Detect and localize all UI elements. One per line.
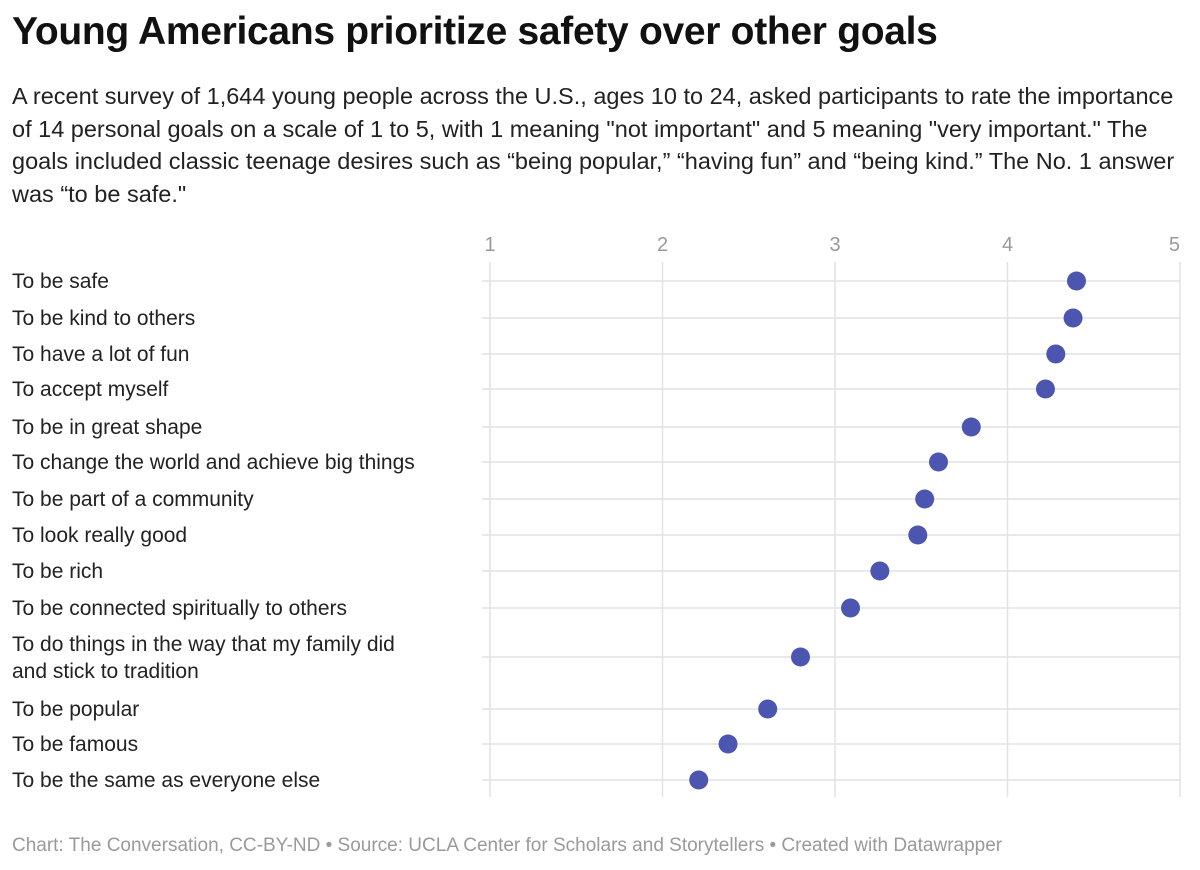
category-label: To be in great shape: [12, 416, 202, 439]
category-label: To be safe: [12, 270, 109, 293]
category-label: To look really good: [12, 524, 187, 547]
data-point: [1063, 308, 1083, 328]
data-point: [689, 770, 709, 790]
chart-title: Young Americans prioritize safety over o…: [12, 10, 938, 53]
category-label: To do things in the way that my family d…: [12, 633, 395, 683]
category-label: To be part of a community: [12, 488, 254, 511]
data-point: [718, 734, 738, 754]
grid-lines: [482, 262, 1181, 797]
x-tick-label: 5: [1169, 234, 1180, 256]
category-label: To accept myself: [12, 378, 169, 401]
data-point: [961, 417, 981, 437]
category-label: To be famous: [12, 733, 138, 756]
category-label-line: To do things in the way that my family d…: [12, 633, 395, 656]
category-label: To be the same as everyone else: [12, 769, 320, 792]
x-tick-label: 4: [1002, 234, 1013, 256]
x-tick-label: 3: [829, 234, 840, 256]
x-tick-label: 1: [484, 234, 495, 256]
category-label: To be connected spiritually to others: [12, 597, 347, 620]
data-point: [908, 525, 928, 545]
data-point: [870, 561, 890, 581]
data-point: [1046, 344, 1066, 364]
data-point: [915, 489, 935, 509]
dot-plot: 1 2 3 4 5 To be safe To be kind to others To h…: [12, 234, 1181, 797]
category-label: To change the world and achieve big thin…: [12, 451, 415, 474]
data-point: [791, 647, 810, 667]
data-points: [689, 271, 1086, 790]
chart-subtitle: A recent survey of 1,644 young people ac…: [12, 83, 1175, 207]
category-label: To be kind to others: [12, 307, 195, 330]
data-point: [929, 452, 948, 472]
category-label: To be rich: [12, 560, 103, 583]
chart-footer: Chart: The Conversation, CC-BY-ND • Sour…: [12, 835, 1003, 856]
data-point: [1035, 379, 1055, 399]
data-point: [758, 699, 778, 719]
category-label: To be popular: [12, 698, 139, 721]
data-point: [1067, 271, 1086, 291]
category-label-line: and stick to tradition: [12, 660, 199, 683]
x-tick-label: 2: [657, 234, 668, 256]
category-label: To have a lot of fun: [12, 343, 189, 366]
data-point: [841, 598, 861, 618]
row-labels: To be safe To be kind to others To have a …: [12, 270, 415, 792]
x-axis-ticks: 1 2 3 4 5: [484, 234, 1180, 256]
